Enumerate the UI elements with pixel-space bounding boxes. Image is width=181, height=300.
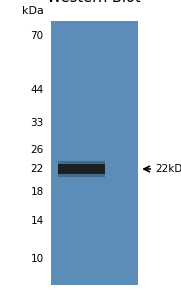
Text: 10: 10 (31, 254, 44, 264)
Text: 26: 26 (30, 145, 44, 155)
Text: 70: 70 (31, 31, 44, 41)
Bar (58, 164, 105, 174)
Text: 22kDa: 22kDa (155, 164, 181, 174)
Bar (58, 161, 105, 177)
Text: 18: 18 (30, 187, 44, 197)
Text: 33: 33 (30, 118, 44, 128)
Text: 44: 44 (30, 85, 44, 94)
Text: Western Blot: Western Blot (47, 0, 141, 5)
Text: kDa: kDa (22, 6, 44, 16)
Text: 14: 14 (30, 216, 44, 226)
Text: 22: 22 (30, 164, 44, 174)
